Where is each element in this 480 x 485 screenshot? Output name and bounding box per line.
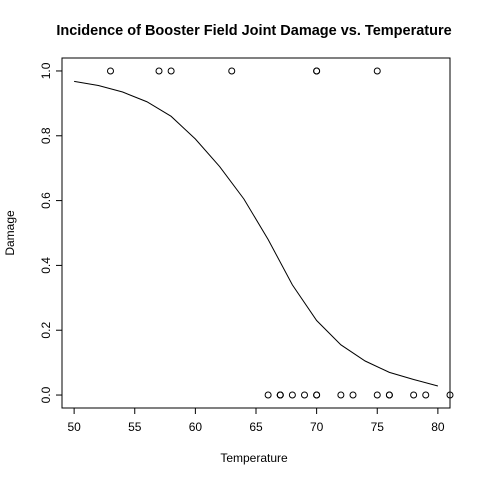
- y-tick-label-0.2: 0.2: [39, 322, 53, 339]
- y-axis-label: Damage: [3, 210, 17, 256]
- x-axis-label: Temperature: [220, 451, 288, 465]
- chart-title: Incidence of Booster Field Joint Damage …: [56, 23, 451, 39]
- x-tick-label-55: 55: [128, 420, 142, 434]
- y-tick-label-0.6: 0.6: [39, 192, 53, 209]
- y-tick-label-1.0: 1.0: [39, 62, 53, 79]
- x-tick-label-60: 60: [189, 420, 203, 434]
- x-tick-label-80: 80: [431, 420, 445, 434]
- y-tick-label-0.8: 0.8: [39, 127, 53, 144]
- y-tick-label-0.0: 0.0: [39, 386, 53, 403]
- x-tick-label-50: 50: [67, 420, 81, 434]
- x-tick-label-75: 75: [371, 420, 385, 434]
- x-tick-label-70: 70: [310, 420, 324, 434]
- y-tick-label-0.4: 0.4: [39, 257, 53, 274]
- x-tick-label-65: 65: [249, 420, 263, 434]
